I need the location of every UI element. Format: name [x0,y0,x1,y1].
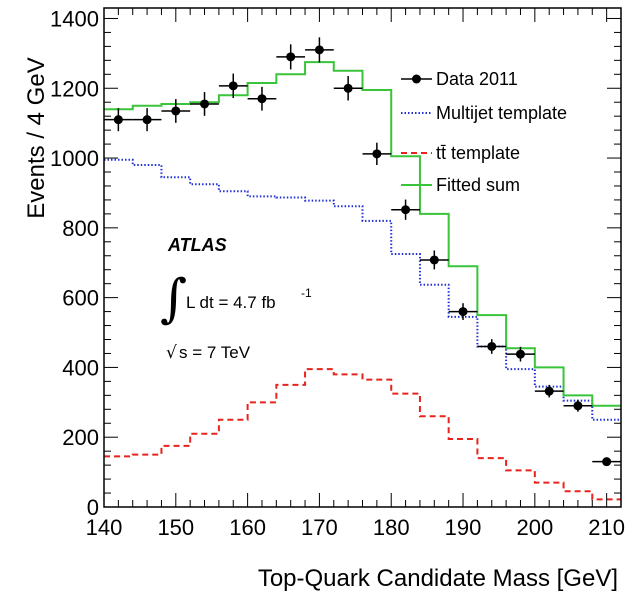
y-tick-label: 1000 [50,146,99,171]
legend-entry-multijet: Multijet template [436,103,567,123]
data-point [448,303,478,320]
x-tick-label: 180 [373,515,410,540]
data-point-marker [573,401,583,411]
x-tick-label: 190 [445,515,482,540]
data-point [534,384,564,398]
luminosity-exponent: -1 [301,286,312,300]
data-point-marker [314,45,324,55]
data-point-marker [113,115,123,125]
x-tick-label: 170 [301,515,338,540]
data-point [391,199,420,220]
data-point [190,92,219,116]
experiment-label: ATLAS [167,235,227,255]
data-point [305,37,334,63]
atlas-annotation: ATLAS ∫ L dt = 4.7 fb -1 √ s = 7 TeV [160,235,312,363]
data-point-marker [171,106,181,116]
data-point [419,250,449,270]
data-point [104,108,133,132]
data-point [362,142,392,166]
energy-label: s = 7 TeV [179,343,251,362]
legend: Data 2011 Multijet template tt̄ template… [401,69,567,195]
y-tick-label: 1400 [50,6,99,31]
series-line-1 [104,368,621,501]
data-point [592,457,621,467]
axes: 140 150 160 170 180 190 200 210 0 200 400 600 800 100… [50,6,625,540]
x-axis-title: Top-Quark Candidate Mass [GeV] [258,565,618,592]
integral-sign-icon: ∫ [160,269,187,329]
data-point-marker [544,386,554,396]
x-tick-label: 160 [229,515,266,540]
data-point-marker [257,94,267,104]
data-point-marker [602,457,612,467]
data-point-marker [429,255,439,265]
y-tick-label: 600 [62,286,99,311]
plot-area [104,37,621,501]
data-point-marker [228,81,238,91]
data-point [132,108,162,132]
y-tick-label: 200 [62,425,99,450]
data-point-marker [515,349,525,359]
y-tick-label: 800 [62,216,99,241]
x-tick-label: 150 [157,515,194,540]
data-point-marker [458,307,468,317]
legend-entry-ttbar: tt̄ template [436,143,520,163]
x-tick-label: 140 [86,515,123,540]
data-point-marker [343,83,353,93]
data-point-marker [286,52,296,62]
data-point-marker [142,115,152,125]
legend-symbol-data-marker [412,74,421,84]
data-point [276,44,306,70]
data-point [506,346,535,362]
x-tick-label: 200 [516,515,553,540]
data-point [563,399,593,412]
data-point-marker [372,149,382,159]
data-point-marker [401,205,411,215]
data-point-marker [200,99,210,109]
data-point [161,99,191,123]
series-line-2 [104,61,621,407]
data-point-marker [487,341,497,351]
data-point [333,76,363,101]
y-axis-title: Events / 4 GeV [23,57,50,218]
luminosity-label: L dt = 4.7 fb [186,293,276,312]
y-tick-label: 400 [62,355,99,380]
data-point [218,73,248,99]
y-tick-label: 1200 [50,76,99,101]
sqrt-sign-icon: √ [166,343,177,363]
x-tick-label: 210 [588,515,625,540]
legend-entry-data: Data 2011 [436,69,518,89]
series-line-0 [104,158,621,421]
y-tick-label: 0 [87,495,99,520]
legend-symbols [401,74,432,186]
data-point [247,86,277,111]
legend-entry-fitted: Fitted sum [436,175,520,195]
data-point [477,339,507,354]
